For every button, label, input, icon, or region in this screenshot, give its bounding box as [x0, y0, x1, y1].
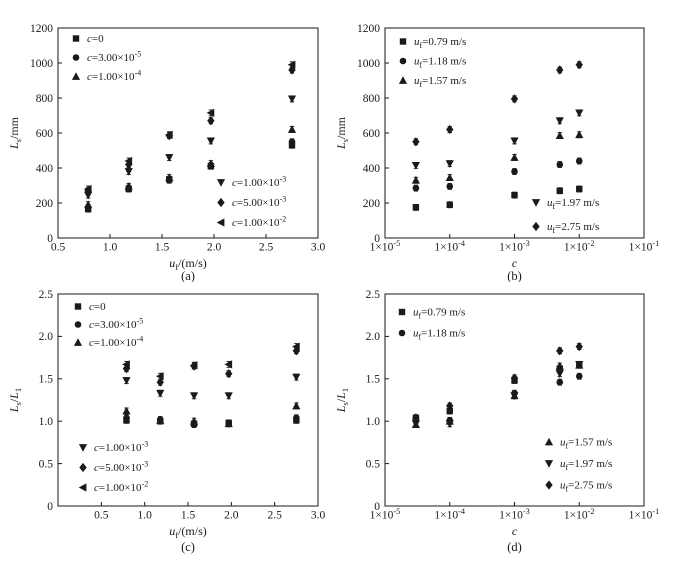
- svg-text:1.0: 1.0: [137, 510, 152, 522]
- svg-text:Ls/mm: Ls/mm: [7, 116, 23, 150]
- svg-text:1×10-5: 1×10-5: [370, 239, 401, 254]
- svg-text:1200: 1200: [357, 23, 380, 35]
- svg-text:800: 800: [36, 93, 54, 105]
- svg-text:1.5: 1.5: [39, 374, 54, 386]
- svg-text:(d): (d): [507, 540, 522, 554]
- svg-text:(a): (a): [181, 269, 195, 282]
- svg-text:1.5: 1.5: [155, 242, 170, 254]
- svg-text:uf/(m/s): uf/(m/s): [169, 256, 207, 272]
- svg-text:Ls/L1: Ls/L1: [7, 388, 23, 413]
- svg-text:uf=1.18 m/s: uf=1.18 m/s: [414, 56, 466, 70]
- svg-text:1×10-1: 1×10-1: [629, 507, 660, 522]
- chart-panel-b: 1×10-5 1×10-4 1×10-3 1×10-2 1×10-1 0 200 400 600…: [337, 23, 660, 282]
- svg-text:uf=2.75 m/s: uf=2.75 m/s: [547, 221, 599, 235]
- svg-text:c=1.00×10-2: c=1.00×10-2: [232, 215, 286, 230]
- svg-text:(c): (c): [181, 540, 195, 554]
- svg-text:c=1.00×10-4: c=1.00×10-4: [89, 335, 143, 350]
- svg-text:2.5: 2.5: [259, 242, 274, 254]
- svg-text:0.5: 0.5: [39, 458, 54, 470]
- svg-text:c=3.00×10-5: c=3.00×10-5: [87, 50, 141, 65]
- svg-text:Ls/mm: Ls/mm: [337, 116, 350, 150]
- svg-text:0.5: 0.5: [51, 242, 66, 254]
- svg-text:1×10-3: 1×10-3: [499, 239, 530, 254]
- svg-text:(b): (b): [507, 269, 522, 282]
- svg-text:3.0: 3.0: [311, 242, 326, 254]
- svg-text:c: c: [512, 524, 518, 538]
- svg-text:2.5: 2.5: [39, 289, 54, 301]
- svg-text:c=0: c=0: [89, 301, 106, 313]
- svg-text:1.0: 1.0: [366, 416, 381, 428]
- svg-text:0.5: 0.5: [94, 510, 109, 522]
- svg-text:uf/(m/s): uf/(m/s): [169, 524, 207, 540]
- svg-text:c=5.00×10-3: c=5.00×10-3: [232, 195, 286, 210]
- svg-text:200: 200: [363, 198, 381, 210]
- svg-text:c: c: [512, 256, 518, 270]
- svg-text:uf=1.57 m/s: uf=1.57 m/s: [560, 437, 612, 451]
- svg-text:c=1.00×10-3: c=1.00×10-3: [232, 175, 286, 190]
- svg-text:2.5: 2.5: [267, 510, 282, 522]
- svg-text:400: 400: [36, 163, 54, 175]
- svg-text:2.0: 2.0: [366, 331, 381, 343]
- svg-text:1200: 1200: [30, 23, 53, 35]
- svg-text:uf=1.97 m/s: uf=1.97 m/s: [560, 458, 612, 472]
- svg-text:1.5: 1.5: [181, 510, 196, 522]
- svg-text:600: 600: [36, 128, 54, 140]
- svg-text:1.0: 1.0: [103, 242, 118, 254]
- svg-text:1×10-2: 1×10-2: [564, 239, 595, 254]
- svg-text:0: 0: [47, 501, 53, 513]
- svg-text:2.0: 2.0: [224, 510, 239, 522]
- svg-text:2.0: 2.0: [39, 331, 54, 343]
- svg-text:uf=1.57 m/s: uf=1.57 m/s: [414, 75, 466, 89]
- svg-text:uf=0.79 m/s: uf=0.79 m/s: [413, 307, 465, 321]
- svg-text:c=0: c=0: [87, 33, 104, 45]
- chart-panel-a: 0.5 1.0 1.5 2.0 2.5 3.0 0 200 400 600 800 1000 1200 u…: [7, 23, 326, 282]
- chart-panel-c: 0.5 1.0 1.5 2.0 2.5 3.0 0 0.5 1.0 1.5 2.0 2.5 uf/(m/…: [7, 289, 326, 554]
- svg-text:c=1.00×10-2: c=1.00×10-2: [94, 480, 148, 495]
- svg-text:0.5: 0.5: [366, 458, 381, 470]
- svg-text:c=1.00×10-4: c=1.00×10-4: [87, 69, 141, 84]
- chart-panel-d: 1×10-5 1×10-4 1×10-3 1×10-2 1×10-1 0 0.5 1.0 1.5…: [337, 289, 660, 554]
- svg-text:c=5.00×10-3: c=5.00×10-3: [94, 460, 148, 475]
- svg-text:1000: 1000: [357, 58, 380, 70]
- svg-text:uf=0.79 m/s: uf=0.79 m/s: [414, 36, 466, 50]
- svg-text:uf=1.18 m/s: uf=1.18 m/s: [413, 328, 465, 342]
- svg-text:1×10-4: 1×10-4: [434, 507, 465, 522]
- svg-text:1×10-5: 1×10-5: [370, 507, 401, 522]
- svg-text:2.5: 2.5: [366, 289, 381, 301]
- svg-text:0: 0: [47, 233, 53, 245]
- svg-text:3.0: 3.0: [311, 510, 326, 522]
- svg-text:1.0: 1.0: [39, 416, 54, 428]
- svg-text:uf=2.75 m/s: uf=2.75 m/s: [560, 480, 612, 494]
- svg-text:1×10-3: 1×10-3: [499, 507, 530, 522]
- svg-text:uf=1.97 m/s: uf=1.97 m/s: [547, 197, 599, 211]
- svg-text:0: 0: [374, 501, 380, 513]
- svg-text:1×10-2: 1×10-2: [564, 507, 595, 522]
- svg-text:1000: 1000: [30, 58, 53, 70]
- svg-text:200: 200: [36, 198, 54, 210]
- svg-text:2.0: 2.0: [207, 242, 222, 254]
- svg-text:800: 800: [363, 93, 381, 105]
- svg-text:c=3.00×10-5: c=3.00×10-5: [89, 317, 143, 332]
- svg-text:1×10-4: 1×10-4: [434, 239, 465, 254]
- svg-text:0: 0: [374, 233, 380, 245]
- svg-text:Ls/L1: Ls/L1: [337, 388, 350, 413]
- svg-text:400: 400: [363, 163, 381, 175]
- svg-text:1×10-1: 1×10-1: [629, 239, 660, 254]
- svg-text:c=1.00×10-3: c=1.00×10-3: [94, 440, 148, 455]
- svg-text:1.5: 1.5: [366, 374, 381, 386]
- svg-text:600: 600: [363, 128, 381, 140]
